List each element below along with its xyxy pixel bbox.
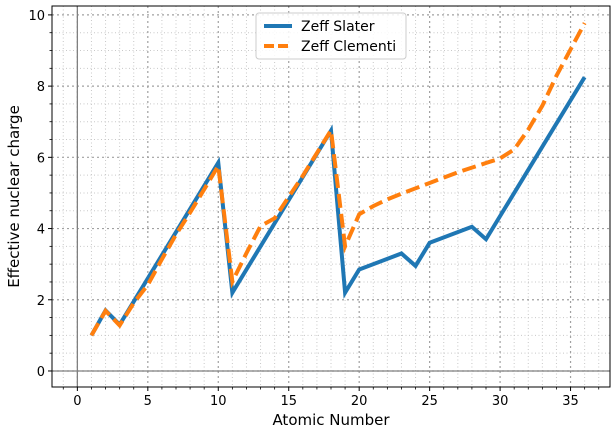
- series-lines: [89, 22, 587, 337]
- y-tick-label: 10: [28, 9, 45, 24]
- legend-label-zeff-clementi: Zeff Clementi: [301, 39, 396, 55]
- x-tick-label: 0: [73, 394, 81, 409]
- x-tick-label: 15: [280, 394, 297, 409]
- plot-frame: [51, 5, 611, 388]
- y-tick-label: 0: [37, 365, 45, 380]
- legend-box: [255, 12, 407, 60]
- series-line-zeff-clementi: [89, 22, 587, 337]
- x-tick-label: 35: [562, 394, 579, 409]
- x-tick-label: 30: [492, 394, 509, 409]
- legend: Zeff Slater Zeff Clementi: [255, 12, 407, 60]
- y-tick-label: 8: [37, 80, 45, 95]
- series-line-zeff-slater: [89, 76, 587, 337]
- y-tick-label: 6: [37, 151, 45, 166]
- y-axis-ticks: 0 2 4 6 8 10: [28, 9, 52, 380]
- grid: [52, 6, 610, 387]
- legend-label-zeff-slater: Zeff Slater: [301, 19, 375, 35]
- y-tick-label: 4: [37, 223, 45, 238]
- x-tick-label: 10: [210, 394, 227, 409]
- y-tick-label: 2: [37, 294, 45, 309]
- x-axis-label: Atomic Number: [272, 411, 390, 429]
- x-tick-label: 5: [144, 394, 152, 409]
- y-axis-label: Effective nuclear charge: [5, 105, 23, 288]
- x-tick-label: 20: [351, 394, 368, 409]
- reference-lines: [52, 6, 610, 387]
- x-axis-ticks: 0 5 10 15 20 25 30 35: [62, 387, 600, 409]
- x-tick-label: 25: [421, 394, 438, 409]
